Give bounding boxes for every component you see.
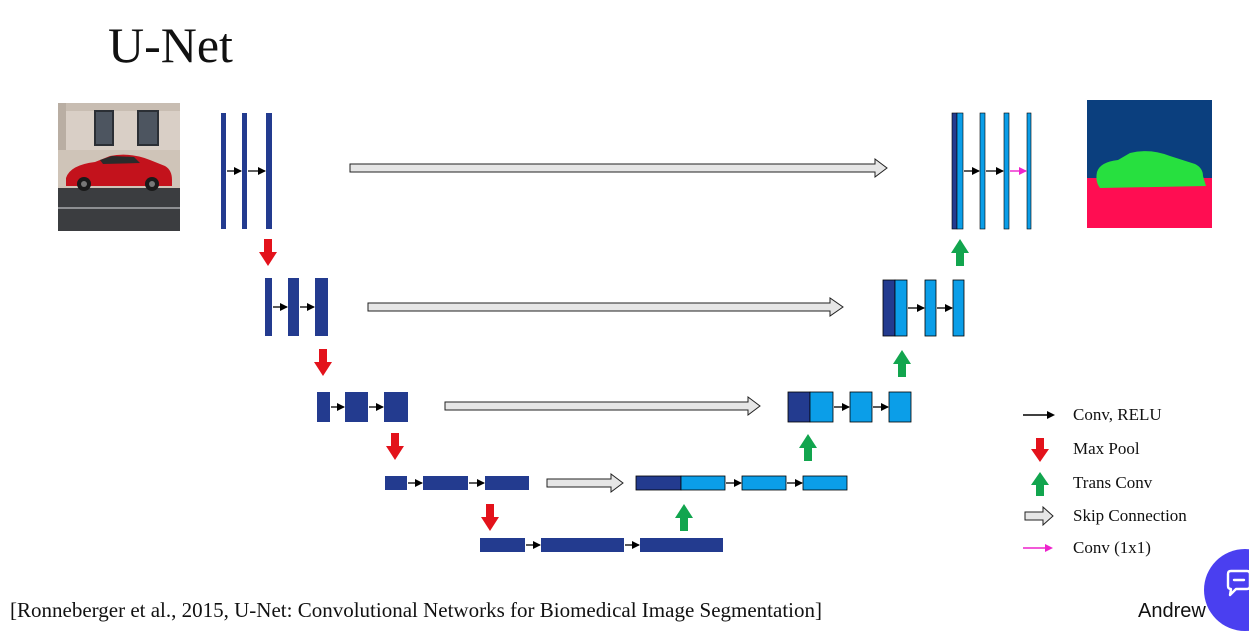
red-down-arrow-icon <box>1031 438 1049 462</box>
skip-connections <box>349 158 888 493</box>
max-pool-arrows <box>259 239 499 531</box>
legend-label: Max Pool <box>1073 439 1140 458</box>
feature-map <box>345 392 368 422</box>
feature-map <box>924 279 937 337</box>
legend-label: Conv, RELU <box>1073 405 1162 424</box>
feature-map <box>894 279 908 337</box>
trans-conv-arrow <box>799 434 817 461</box>
max-pool-arrow <box>259 239 277 266</box>
legend-label: Skip Connection <box>1073 506 1187 525</box>
feature-map <box>480 538 525 552</box>
skip-feature-map <box>635 475 682 491</box>
max-pool-arrow <box>386 433 404 460</box>
feature-map <box>680 475 726 491</box>
legend-item-conv-relu: Conv, RELU <box>1020 403 1240 427</box>
max-pool-arrow <box>481 504 499 531</box>
feature-map <box>952 279 965 337</box>
gray-hollow-arrow-icon <box>1024 505 1054 527</box>
feature-map <box>317 392 330 422</box>
feature-map <box>266 113 272 229</box>
skip-feature-map <box>951 112 958 230</box>
legend-item-trans-conv: Trans Conv <box>1020 471 1240 496</box>
feature-map <box>802 475 848 491</box>
feature-map <box>221 113 226 229</box>
decoder-level-1 <box>951 112 1032 230</box>
input-image <box>58 103 180 231</box>
trans-conv-arrow <box>675 504 693 531</box>
skip-feature-map <box>882 279 896 337</box>
skip-connection-arrow <box>444 396 761 416</box>
feature-map <box>640 538 723 552</box>
bottleneck <box>480 538 723 552</box>
encoder-level-3 <box>317 392 408 422</box>
decoder-level-2 <box>882 279 965 337</box>
feature-map <box>1003 112 1010 230</box>
trans-conv-arrow <box>951 239 969 266</box>
feature-map <box>242 113 247 229</box>
author-name: Andrew <box>1138 600 1206 622</box>
magenta-arrow-icon <box>1023 544 1053 552</box>
feature-map <box>541 538 624 552</box>
feature-map <box>888 391 912 423</box>
green-up-arrow-icon <box>1031 472 1049 496</box>
legend-label: Trans Conv <box>1073 473 1153 492</box>
feature-map <box>956 112 964 230</box>
decoder-level-3 <box>787 391 912 423</box>
unet-diagram <box>58 100 1212 552</box>
feature-map <box>979 112 986 230</box>
chat-bubble-icon <box>1226 569 1249 597</box>
feature-map <box>741 475 787 491</box>
decoder-level-4 <box>635 475 848 491</box>
feature-map <box>315 278 328 336</box>
feature-map <box>288 278 299 336</box>
encoder-level-1 <box>221 113 272 229</box>
output-feature-map <box>1026 112 1032 230</box>
black-arrow-icon <box>1023 411 1055 419</box>
output-segmentation-map <box>1087 100 1212 228</box>
encoder-level-2 <box>265 278 328 336</box>
skip-connection-arrow <box>546 473 624 493</box>
feature-map <box>485 476 529 490</box>
skip-feature-map <box>787 391 811 423</box>
citation: [Ronneberger et al., 2015, U-Net: Convol… <box>10 598 822 622</box>
legend-label: Conv (1x1) <box>1073 538 1151 557</box>
feature-map <box>423 476 468 490</box>
legend-item-max-pool: Max Pool <box>1020 437 1240 462</box>
feature-map <box>384 392 408 422</box>
trans-conv-arrows <box>675 239 969 531</box>
legend-item-conv-1x1: Conv (1x1) <box>1020 536 1240 560</box>
skip-connection-arrow <box>367 297 844 317</box>
skip-connection-arrow <box>349 158 888 178</box>
slide-title: U-Net <box>108 17 233 73</box>
legend-item-skip-connection: Skip Connection <box>1020 504 1240 528</box>
feature-map <box>809 391 834 423</box>
encoder-level-4 <box>385 476 529 490</box>
feature-map <box>265 278 272 336</box>
trans-conv-arrow <box>893 350 911 377</box>
max-pool-arrow <box>314 349 332 376</box>
feature-map <box>385 476 407 490</box>
feature-map <box>849 391 873 423</box>
